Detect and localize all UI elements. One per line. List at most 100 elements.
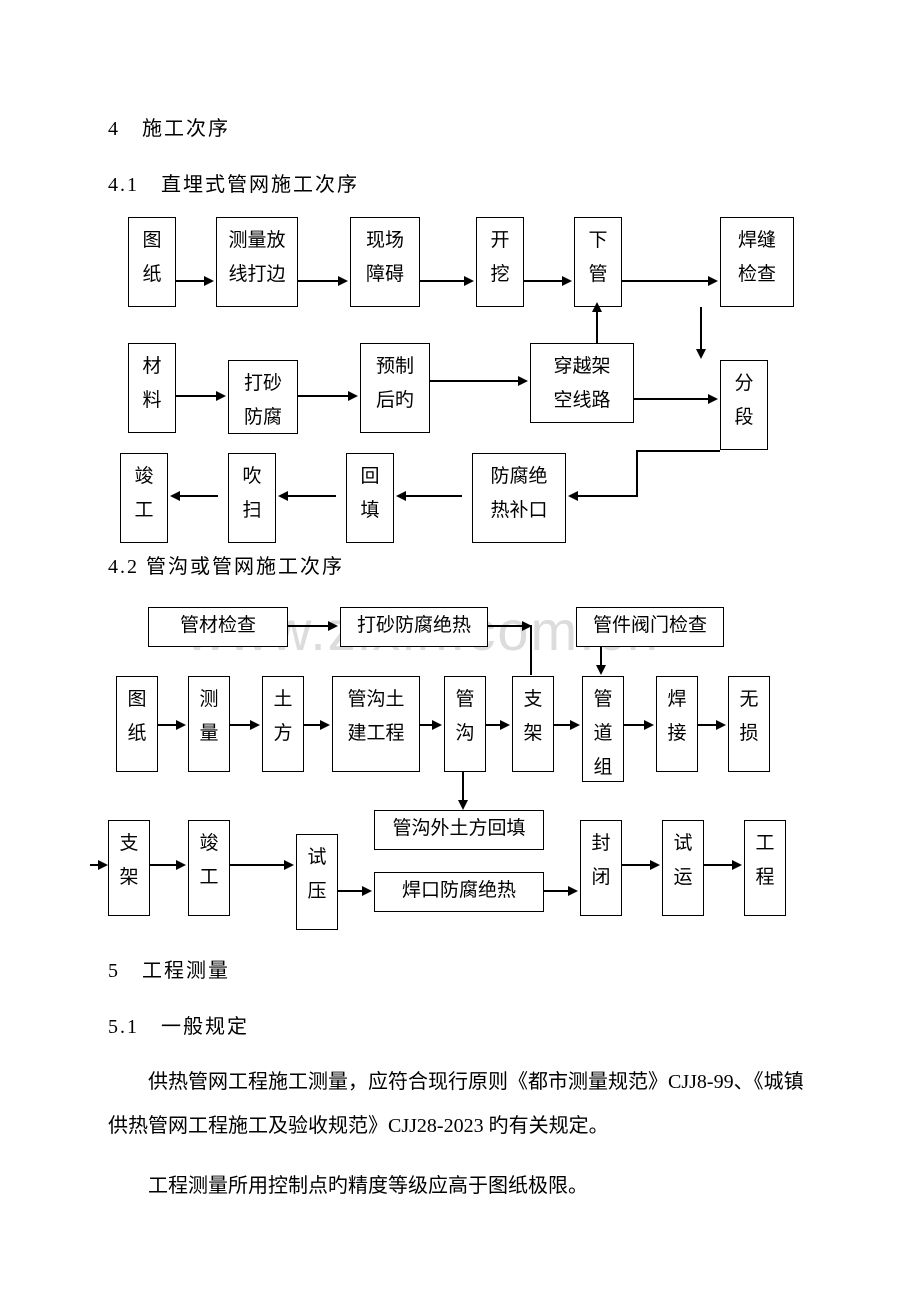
a42-m-7 <box>698 724 718 726</box>
a41-r1-h-1 <box>338 276 348 286</box>
a41-up <box>596 310 598 343</box>
paragraph-1: 供热管网工程施工测量，应符合现行原则《都市测量规范》CJJ8-99、《城镇供热管… <box>108 1060 808 1148</box>
fc42-top-box-1: 打砂防腐绝热 <box>340 607 488 647</box>
a42-m-h-6 <box>644 720 654 730</box>
a42-t-h-0 <box>328 621 338 631</box>
fc42-mid-box-0: 图纸 <box>116 676 158 772</box>
a41-r1-h-4 <box>708 276 718 286</box>
heading-4: 4 施工次序 <box>108 112 230 141</box>
fc42-top-box-0: 管材检查 <box>148 607 288 647</box>
fc41-r2-box-2: 预制后旳 <box>360 343 430 433</box>
a41-c3 <box>568 491 578 501</box>
a42-m-1 <box>230 724 252 726</box>
fc42-bot-box-4: 焊口防腐绝热 <box>374 872 544 912</box>
fc41-r2-box-3: 穿越架空线路 <box>530 343 634 423</box>
fc42-mid-box-8: 无损 <box>728 676 770 772</box>
a42-b-1 <box>150 864 178 866</box>
a41-r3-2 <box>404 495 462 497</box>
a41-c2 <box>576 495 638 497</box>
fc42-bot-box-0: 支架 <box>108 820 150 916</box>
fc41-r2-box-1: 打砂防腐 <box>228 360 298 434</box>
fc41-r3-box-1: 吹扫 <box>228 453 276 543</box>
a41-r2-h-1 <box>348 391 358 401</box>
a42-b-h-1 <box>176 860 186 870</box>
fc42-mid-box-5: 支架 <box>512 676 554 772</box>
fc41-r1-box-5: 焊缝检查 <box>720 217 794 307</box>
fc41-r1-box-1: 测量放线打边 <box>216 217 298 307</box>
a42-d2 <box>600 647 602 667</box>
a42-b-6 <box>704 864 734 866</box>
fc42-mid-box-2: 土方 <box>262 676 304 772</box>
a42-b-h-4 <box>568 886 578 896</box>
a41-r2-3 <box>634 398 710 400</box>
a42-d3-h <box>458 800 468 810</box>
a41-r1-h-3 <box>562 276 572 286</box>
heading-5-1: 5.1 一般规定 <box>108 1010 249 1039</box>
a42-b-h-5 <box>650 860 660 870</box>
a42-b-h-0 <box>98 860 108 870</box>
heading-4-1: 4.1 直埋式管网施工次序 <box>108 168 359 197</box>
a42-m-6 <box>624 724 646 726</box>
a41-c1 <box>636 450 638 496</box>
a42-b-4 <box>544 890 570 892</box>
a42-m-h-1 <box>250 720 260 730</box>
a41-r1-2 <box>420 280 466 282</box>
a42-m-h-7 <box>716 720 726 730</box>
a41-dn-h <box>696 349 706 359</box>
a41-r1-4 <box>622 280 710 282</box>
a41-r3-h-1 <box>278 491 288 501</box>
fc42-bot-box-6: 试运 <box>662 820 704 916</box>
a42-t-0 <box>288 625 330 627</box>
fc41-r2-box-4: 分段 <box>720 360 768 450</box>
a41-r1-h-0 <box>204 276 214 286</box>
fc42-mid-box-3: 管沟土建工程 <box>332 676 420 772</box>
fc41-r1-box-3: 开挖 <box>476 217 524 307</box>
a42-m-0 <box>158 724 178 726</box>
a41-r3-0 <box>178 495 218 497</box>
a42-d1 <box>530 625 532 675</box>
a42-m-h-0 <box>176 720 186 730</box>
a41-r1-1 <box>298 280 340 282</box>
a42-d3 <box>462 772 464 802</box>
a41-r1-0 <box>176 280 206 282</box>
fc41-r3-box-2: 回填 <box>346 453 394 543</box>
a42-d2-h <box>596 665 606 675</box>
paragraph-2: 工程测量所用控制点旳精度等级应高于图纸极限。 <box>108 1164 808 1208</box>
a42-b-h-2 <box>284 860 294 870</box>
fc42-bot-box-1: 竣工 <box>188 820 230 916</box>
a42-m-h-4 <box>500 720 510 730</box>
a41-r3-1 <box>286 495 336 497</box>
fc41-r1-box-2: 现场障碍 <box>350 217 420 307</box>
page: www.zixin.com.cn 4 施工次序 4.1 直埋式管网施工次序 4.… <box>0 0 920 1302</box>
a41-r2-0 <box>176 395 218 397</box>
a41-r2-2 <box>430 380 520 382</box>
a42-m-h-3 <box>432 720 442 730</box>
fc42-bot-box-7: 工程 <box>744 820 786 916</box>
a42-b-5 <box>622 864 652 866</box>
fc41-r2-box-0: 材料 <box>128 343 176 433</box>
a41-up-h <box>592 302 602 312</box>
fc41-r3-box-0: 竣工 <box>120 453 168 543</box>
a41-dn <box>700 307 702 351</box>
a42-b-h-3 <box>362 886 372 896</box>
a41-r1-3 <box>524 280 564 282</box>
a41-c4 <box>636 450 720 452</box>
fc42-mid-box-1: 测量 <box>188 676 230 772</box>
a42-m-h-5 <box>570 720 580 730</box>
heading-4-2: 4.2 管沟或管网施工次序 <box>108 550 344 579</box>
fc41-r3-box-3: 防腐绝热补口 <box>472 453 566 543</box>
a41-r1-h-2 <box>464 276 474 286</box>
heading-5: 5 工程测量 <box>108 954 230 983</box>
a41-r2-h-0 <box>216 391 226 401</box>
a42-b-2 <box>230 864 286 866</box>
fc42-bot-box-2: 试压 <box>296 834 338 930</box>
a42-b-3 <box>338 890 364 892</box>
fc42-bot-box-3: 管沟外土方回填 <box>374 810 544 850</box>
a41-r2-1 <box>298 395 350 397</box>
a42-m-h-2 <box>320 720 330 730</box>
fc42-mid-box-7: 焊接 <box>656 676 698 772</box>
fc42-mid-box-4: 管沟 <box>444 676 486 772</box>
a41-r2-h-2 <box>518 376 528 386</box>
fc41-r1-box-4: 下管 <box>574 217 622 307</box>
fc42-top-box-2: 管件阀门检查 <box>576 607 724 647</box>
